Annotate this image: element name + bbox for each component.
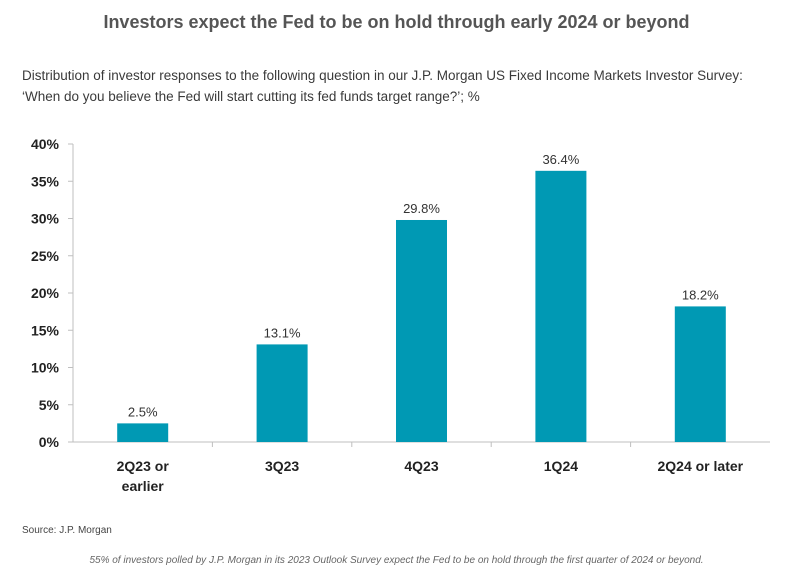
x-tick-label: 2Q23 or [117,458,170,474]
bar [396,219,447,442]
bar [674,306,726,442]
bar [117,423,169,442]
data-label: 29.8% [403,201,440,216]
y-tick-label: 20% [31,285,60,301]
bar [535,170,587,442]
y-tick-label: 5% [39,397,60,413]
subtitle-line-1: Distribution of investor responses to th… [22,68,743,83]
y-tick-label: 35% [31,173,60,189]
footnote: 55% of investors polled by J.P. Morgan i… [89,555,704,566]
subtitle-line-2: ‘When do you believe the Fed will start … [22,89,480,104]
chart-title: Investors expect the Fed to be on hold t… [103,12,690,32]
y-tick-label: 40% [31,136,60,152]
x-tick-label: 4Q23 [404,458,438,474]
data-label: 18.2% [682,287,719,302]
chart-subtitle: Distribution of investor responses to th… [22,65,782,107]
x-tick-label: 1Q24 [544,458,578,474]
y-tick-label: 15% [31,322,60,338]
x-tick-label: 3Q23 [265,458,299,474]
data-label: 13.1% [264,325,301,340]
y-tick-label: 0% [39,434,60,450]
x-tick-label: earlier [122,478,165,494]
y-tick-label: 10% [31,360,60,376]
source-note: Source: J.P. Morgan [22,525,112,536]
data-label: 36.4% [542,152,579,167]
data-label: 2.5% [128,404,158,419]
x-tick-label: 2Q24 or later [657,458,743,474]
bar [256,344,308,442]
bar-chart: 0% 5% 10% 15% 20% 25% 30% 35% 40% 2.5% 2Q23 or earl… [31,136,770,494]
y-tick-label: 25% [31,248,60,264]
y-tick-label: 30% [31,211,60,227]
